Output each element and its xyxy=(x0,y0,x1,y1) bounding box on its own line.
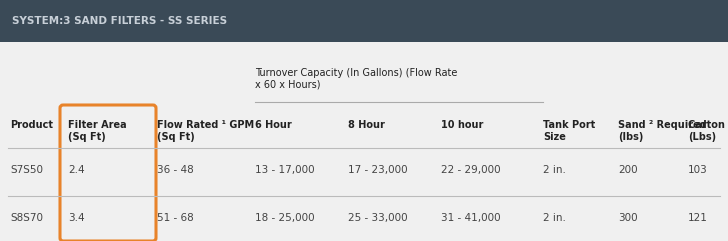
Bar xyxy=(0,0,728,42)
Text: 51 - 68: 51 - 68 xyxy=(157,213,194,223)
Text: 3.4: 3.4 xyxy=(68,213,84,223)
Text: 25 - 33,000: 25 - 33,000 xyxy=(348,213,408,223)
Text: 10 hour: 10 hour xyxy=(441,120,483,130)
Text: 13 - 17,000: 13 - 17,000 xyxy=(255,165,314,175)
Text: 2 in.: 2 in. xyxy=(543,165,566,175)
Text: 200: 200 xyxy=(618,165,638,175)
Text: 36 - 48: 36 - 48 xyxy=(157,165,194,175)
Text: 8 Hour: 8 Hour xyxy=(348,120,385,130)
Text: 2 in.: 2 in. xyxy=(543,213,566,223)
Text: 31 - 41,000: 31 - 41,000 xyxy=(441,213,501,223)
Text: 103: 103 xyxy=(688,165,708,175)
Text: S8S70: S8S70 xyxy=(10,213,43,223)
Text: Carton Wt
(Lbs): Carton Wt (Lbs) xyxy=(688,120,728,142)
Text: Turnover Capacity (In Gallons) (Flow Rate
x 60 x Hours): Turnover Capacity (In Gallons) (Flow Rat… xyxy=(255,68,457,90)
Text: Tank Port
Size: Tank Port Size xyxy=(543,120,596,142)
Text: Product: Product xyxy=(10,120,53,130)
Text: Flow Rated ¹ GPM
(Sq Ft): Flow Rated ¹ GPM (Sq Ft) xyxy=(157,120,254,142)
Text: 22 - 29,000: 22 - 29,000 xyxy=(441,165,501,175)
Text: 6 Hour: 6 Hour xyxy=(255,120,292,130)
Text: 121: 121 xyxy=(688,213,708,223)
Text: S7S50: S7S50 xyxy=(10,165,43,175)
Text: SYSTEM:3 SAND FILTERS - SS SERIES: SYSTEM:3 SAND FILTERS - SS SERIES xyxy=(12,16,227,26)
Text: 17 - 23,000: 17 - 23,000 xyxy=(348,165,408,175)
Text: Filter Area
(Sq Ft): Filter Area (Sq Ft) xyxy=(68,120,127,142)
Text: Sand ² Required
(lbs): Sand ² Required (lbs) xyxy=(618,120,707,142)
Text: 18 - 25,000: 18 - 25,000 xyxy=(255,213,314,223)
Text: 2.4: 2.4 xyxy=(68,165,84,175)
Text: 300: 300 xyxy=(618,213,638,223)
